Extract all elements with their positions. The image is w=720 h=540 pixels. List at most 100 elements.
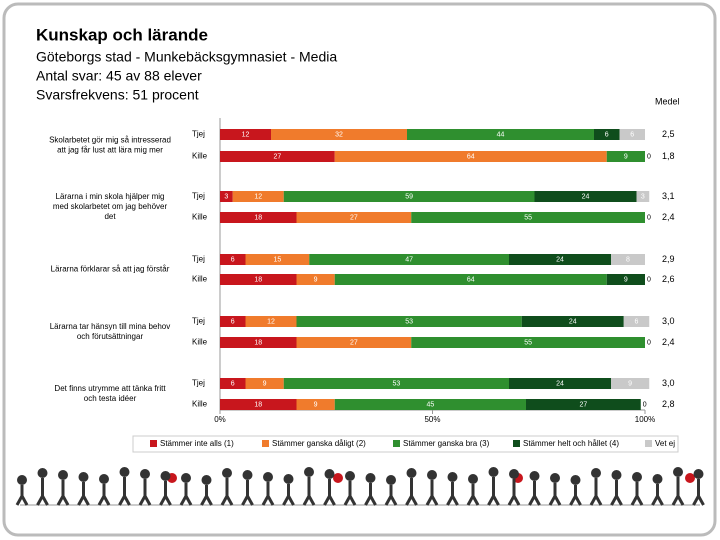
figure-head — [447, 472, 458, 482]
figure-head — [529, 471, 540, 481]
figure-leg — [348, 495, 357, 506]
row-label: Kille — [192, 400, 208, 409]
figure-leg — [164, 495, 172, 506]
subtitle: Antal svar: 45 av 88 elever — [36, 68, 202, 84]
figure-head — [304, 467, 314, 477]
figure-head — [181, 473, 191, 483]
bar-segment — [245, 378, 284, 389]
question-label: och testa idéer — [84, 394, 137, 403]
figure-leg — [287, 495, 295, 506]
figure-head — [632, 472, 642, 482]
figure-head — [78, 472, 89, 482]
legend-box — [132, 435, 679, 453]
bar-segment — [623, 316, 650, 327]
figure-leg — [594, 495, 603, 506]
value-label: 53 — [405, 318, 413, 325]
value-label: 6 — [231, 256, 235, 263]
figure-leg — [553, 495, 562, 506]
mean-label: 3,1 — [662, 191, 675, 201]
figure-leg — [389, 495, 398, 506]
x-tick-label: 100% — [635, 415, 655, 424]
figure-leg — [635, 495, 644, 506]
figure-head — [160, 471, 171, 481]
legend-swatch — [150, 440, 157, 447]
figure-leg — [246, 495, 254, 506]
figure-leg — [574, 495, 582, 506]
mean-label: 2,6 — [662, 274, 675, 284]
mean-label: 2,5 — [662, 129, 675, 139]
figure-leg — [143, 495, 152, 506]
mean-label: 1,8 — [662, 151, 675, 161]
figure-leg — [123, 495, 131, 506]
value-label: 44 — [497, 131, 505, 138]
question-label: Det finns utrymme att tänka fritt — [54, 384, 166, 393]
bar-segment — [606, 274, 645, 285]
bar-segment — [411, 337, 645, 348]
figure-leg — [471, 495, 480, 506]
figure-head — [283, 474, 294, 484]
value-label: 3 — [641, 193, 645, 200]
bar-segment — [619, 129, 645, 140]
figure-head — [201, 475, 212, 485]
value-label: 0 — [647, 276, 651, 283]
figure-head — [58, 470, 68, 480]
value-label: 6 — [605, 131, 609, 138]
value-label: 0 — [643, 401, 647, 408]
bar-segment — [407, 129, 594, 140]
figure-leg — [615, 495, 623, 506]
value-label: 24 — [582, 193, 590, 200]
value-label: 64 — [467, 276, 475, 283]
bar-segment — [636, 191, 650, 202]
figure-head — [509, 469, 519, 479]
figure-leg — [410, 495, 418, 506]
legend-label: Stämmer ganska dåligt (2) — [272, 439, 366, 448]
value-label: 6 — [635, 318, 639, 325]
value-label: 12 — [242, 131, 250, 138]
legend-label: Vet ej — [655, 439, 675, 448]
value-label: 9 — [628, 380, 632, 387]
figure-leg — [369, 495, 377, 506]
bar-segment — [509, 254, 611, 265]
figure-leg — [205, 495, 213, 506]
value-label: 64 — [467, 153, 475, 160]
bar-segment — [296, 212, 412, 223]
row-label: Tjej — [192, 317, 205, 326]
figure-head — [140, 469, 150, 479]
bar-segment — [283, 378, 509, 389]
figure-leg — [328, 495, 336, 506]
value-label: 8 — [626, 256, 630, 263]
legend-label: Stämmer helt och hållet (4) — [523, 439, 619, 448]
bar-segment — [611, 378, 650, 389]
bar-segment — [296, 337, 412, 348]
value-label: 15 — [273, 256, 281, 263]
value-label: 6 — [231, 318, 235, 325]
row-label: Tjej — [192, 379, 205, 388]
mean-label: 3,0 — [662, 316, 675, 326]
legend-swatch — [393, 440, 400, 447]
row-label: Tjej — [192, 192, 205, 201]
value-label: 9 — [314, 401, 318, 408]
bar-segment — [296, 274, 335, 285]
value-label: 55 — [524, 339, 532, 346]
figure-head — [488, 467, 499, 477]
bar-segment — [283, 191, 535, 202]
figure-leg — [676, 495, 685, 506]
subtitle: Göteborgs stad - Munkebäcksgymnasiet - M… — [36, 49, 337, 65]
value-label: 27 — [579, 401, 587, 408]
bar-segment — [220, 399, 297, 410]
figure-head — [570, 475, 581, 485]
bar-segment — [521, 316, 624, 327]
value-label: 9 — [314, 276, 318, 283]
figure-leg — [266, 495, 275, 506]
value-label: 24 — [556, 380, 564, 387]
figure-head — [406, 468, 417, 478]
figure-head — [37, 468, 48, 478]
figure-leg — [102, 495, 111, 506]
value-label: 27 — [350, 339, 358, 346]
row-label: Kille — [192, 152, 208, 161]
value-label: 12 — [267, 318, 275, 325]
figure-head — [591, 468, 601, 478]
x-tick-label: 50% — [424, 415, 440, 424]
bar-segment — [220, 274, 297, 285]
bar-segment — [594, 129, 620, 140]
